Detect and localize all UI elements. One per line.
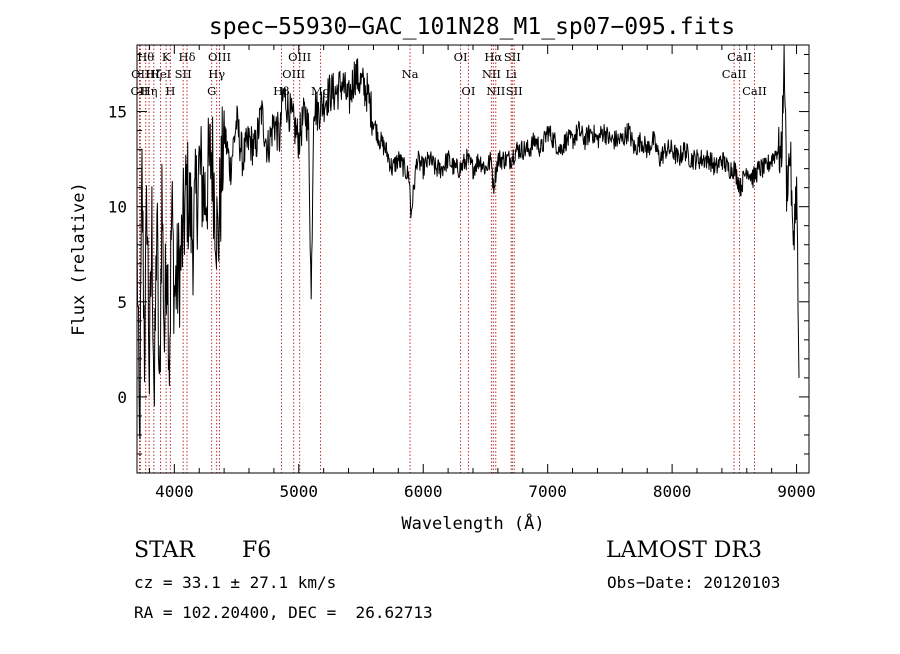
line-marker-label: Hθ (137, 50, 154, 64)
y-tick-label: 5 (117, 293, 127, 312)
line-marker-label: Hβ (273, 84, 290, 98)
line-marker-label: Li (506, 67, 518, 81)
spectrum-line (136, 44, 800, 440)
y-tick-label: 0 (117, 388, 127, 407)
line-marker-label: Mg (311, 84, 331, 98)
x-tick-label: 9000 (777, 482, 816, 501)
y-tick-label: 15 (108, 103, 127, 122)
x-tick-label: 6000 (404, 482, 443, 501)
x-tick-label: 5000 (280, 482, 319, 501)
coordinates: RA = 102.20400, DEC = 26.62713 (134, 603, 433, 622)
x-tick-label: 4000 (155, 482, 194, 501)
y-axis-label: Flux (relative) (69, 182, 89, 336)
line-marker-label: OIII (282, 67, 305, 81)
line-marker-label: Hη (141, 84, 158, 98)
line-marker-label: OI (454, 50, 468, 64)
line-marker-label: Na (402, 67, 419, 81)
line-marker-label: CaII (742, 84, 767, 98)
axis-ticks: 4000 5000 6000 7000 8000 9000 0 5 10 15 (108, 45, 816, 501)
line-marker-label: CaII (727, 50, 752, 64)
chart-title: spec−55930−GAC_101N28_M1_sp07−095.fits (209, 14, 735, 40)
line-marker-label: Hζ (146, 67, 162, 81)
line-marker-label: SII (504, 50, 521, 64)
survey-name: LAMOST DR3 (606, 538, 762, 563)
y-tick-label: 10 (108, 198, 127, 217)
x-tick-label: 8000 (653, 482, 692, 501)
line-marker-label: Hγ (208, 67, 225, 81)
line-marker-label: CII (131, 84, 149, 98)
line-marker-label: SII (175, 67, 192, 81)
plot-frame (136, 44, 810, 474)
line-marker-label: OIII (288, 50, 311, 64)
line-marker-label: HeI (150, 67, 171, 81)
object-subclass: F6 (242, 538, 272, 563)
line-marker-label: OII (131, 67, 150, 81)
line-marker-label: H (165, 84, 175, 98)
obs-date: Obs−Date: 20120103 (607, 573, 781, 592)
line-marker-label: Hδ (179, 50, 196, 64)
line-marker-label: SII (506, 84, 523, 98)
line-marker-label: Hα (484, 50, 502, 64)
line-marker-label: NII (486, 84, 505, 98)
line-marker-label: NII (482, 67, 501, 81)
redshift-info: cz = 33.1 ± 27.1 km/s (134, 573, 337, 592)
x-tick-label: 7000 (528, 482, 567, 501)
line-marker-label: CaII (722, 67, 747, 81)
line-markers (138, 45, 755, 473)
line-marker-label: OIII (208, 50, 231, 64)
line-marker-label: G (207, 84, 216, 98)
object-class: STAR (134, 538, 195, 563)
x-axis-label: Wavelength (Å) (401, 512, 544, 534)
marker-labels: CIIOIIHθHηHζHeIKHSIIHδGHγOIIIHβOIIIOIIIM… (131, 50, 767, 98)
line-marker-label: K (162, 50, 171, 64)
line-marker-label: OI (461, 84, 475, 98)
